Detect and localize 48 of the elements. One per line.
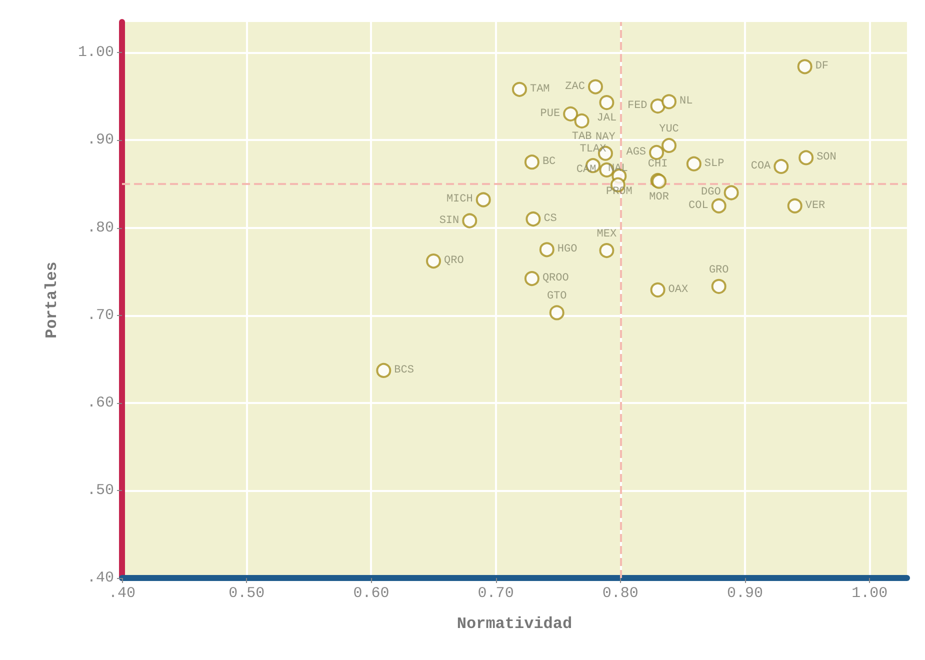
data-label: GTO xyxy=(546,290,568,303)
data-label: COA xyxy=(750,160,772,172)
data-label: TAB xyxy=(572,130,592,143)
data-label: MICH xyxy=(446,194,473,206)
data-label: HGO xyxy=(557,244,578,256)
data-label: QROO xyxy=(542,272,570,285)
data-label: TAM xyxy=(530,83,550,96)
data-label: GRO xyxy=(708,264,730,276)
y-tick-label: 1.00 xyxy=(78,44,114,62)
data-label: QRO xyxy=(444,255,464,268)
data-label: SLP xyxy=(704,158,725,170)
y-tick-label: .40 xyxy=(86,570,114,586)
data-label: CS xyxy=(544,213,558,226)
data-label: NL xyxy=(680,96,693,108)
data-label: DF xyxy=(815,60,829,73)
x-tick-label: 0.80 xyxy=(602,585,638,602)
y-tick-label: .50 xyxy=(86,482,114,499)
data-label: COL xyxy=(688,200,708,212)
data-label: DGO xyxy=(700,186,722,199)
data-label: PUE xyxy=(540,108,560,120)
x-tick-label: 1.00 xyxy=(852,585,888,602)
y-tick-label: .80 xyxy=(86,219,114,236)
x-tick-label: 0.50 xyxy=(228,585,265,602)
data-label: MEX xyxy=(596,228,617,241)
data-label: FED xyxy=(627,100,648,112)
data-label: SON xyxy=(816,152,836,164)
data-label: BC xyxy=(542,156,556,168)
x-tick-label: 0.70 xyxy=(478,585,514,602)
data-label: AGS xyxy=(626,146,646,158)
y-tick-label: .90 xyxy=(86,132,114,149)
y-tick-label: .70 xyxy=(86,306,114,324)
y-axis-title: Portales xyxy=(43,262,61,338)
y-tick-label: .60 xyxy=(86,394,114,412)
data-label: VER xyxy=(805,200,826,212)
x-tick-label: 0.90 xyxy=(727,585,764,602)
data-label: YUC xyxy=(659,123,680,136)
x-tick-label: .40 xyxy=(108,585,136,602)
data-label: MOR xyxy=(649,191,670,204)
data-label: CHI xyxy=(648,158,668,170)
data-label: JAL xyxy=(596,112,617,125)
x-tick-label: 0.60 xyxy=(353,585,390,602)
data-label: OAX xyxy=(668,284,688,296)
data-label: NAY xyxy=(596,131,616,144)
data-label: BCS xyxy=(394,364,414,376)
data-label: PROM xyxy=(606,186,632,198)
x-axis-title: Normatividad xyxy=(456,615,572,633)
data-label: ZAC xyxy=(565,80,586,93)
data-label: SIN xyxy=(439,214,460,227)
